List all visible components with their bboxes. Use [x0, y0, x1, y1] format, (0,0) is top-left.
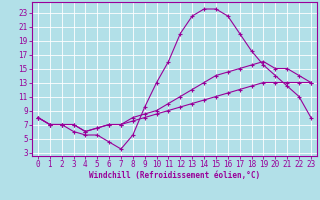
X-axis label: Windchill (Refroidissement éolien,°C): Windchill (Refroidissement éolien,°C): [89, 171, 260, 180]
